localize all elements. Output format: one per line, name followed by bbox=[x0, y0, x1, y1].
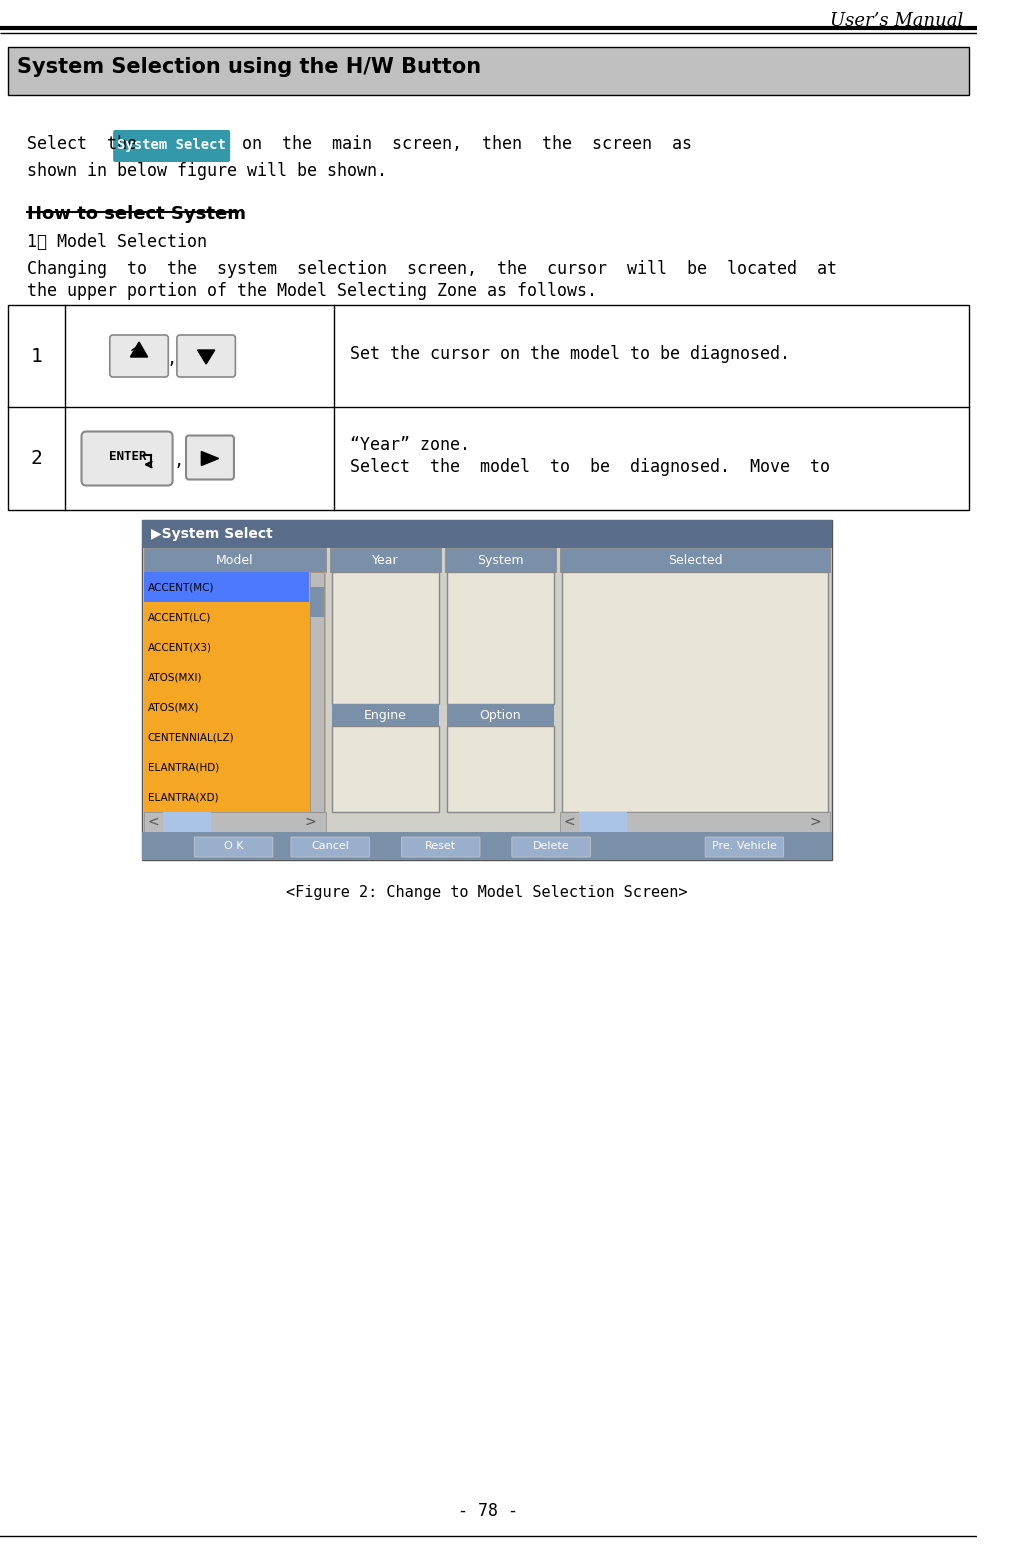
Text: Reset: Reset bbox=[425, 841, 457, 850]
FancyBboxPatch shape bbox=[705, 836, 784, 856]
Text: Select  the: Select the bbox=[26, 135, 137, 153]
Text: <Figure 2: Change to Model Selection Screen>: <Figure 2: Change to Model Selection Scr… bbox=[286, 884, 688, 900]
Bar bbox=[144, 572, 326, 812]
Text: Year: Year bbox=[372, 553, 398, 566]
Text: ▶System Select: ▶System Select bbox=[152, 527, 273, 541]
FancyBboxPatch shape bbox=[401, 836, 480, 856]
Bar bbox=[8, 305, 969, 510]
Text: O K: O K bbox=[224, 841, 244, 850]
Text: System Selection using the H/W Button: System Selection using the H/W Button bbox=[17, 57, 481, 77]
Text: <: < bbox=[148, 815, 159, 829]
Bar bbox=[142, 519, 833, 547]
Text: >: > bbox=[809, 815, 821, 829]
Text: Pre. Vehicle: Pre. Vehicle bbox=[712, 841, 776, 850]
Text: Cancel: Cancel bbox=[311, 841, 350, 850]
Bar bbox=[332, 572, 439, 703]
Polygon shape bbox=[198, 349, 215, 363]
Bar bbox=[144, 812, 326, 832]
Text: User’s Manual: User’s Manual bbox=[830, 12, 964, 29]
Bar bbox=[446, 703, 554, 727]
Bar bbox=[446, 727, 554, 812]
Text: Select  the  model  to  be  diagnosed.  Move  to: Select the model to be diagnosed. Move t… bbox=[350, 458, 829, 476]
Text: ACCENT(X3): ACCENT(X3) bbox=[148, 642, 212, 652]
Text: 1） Model Selection: 1） Model Selection bbox=[26, 233, 207, 250]
Text: <: < bbox=[564, 815, 576, 829]
Bar bbox=[142, 519, 833, 860]
FancyBboxPatch shape bbox=[195, 836, 273, 856]
Text: ENTER: ENTER bbox=[109, 450, 147, 462]
Bar bbox=[446, 572, 554, 703]
Bar bbox=[144, 572, 309, 601]
Text: System: System bbox=[477, 553, 524, 566]
Bar bbox=[445, 547, 556, 572]
Polygon shape bbox=[202, 451, 219, 465]
Text: System Select: System Select bbox=[117, 138, 226, 152]
FancyBboxPatch shape bbox=[177, 335, 235, 377]
Bar bbox=[163, 812, 211, 832]
Text: ,: , bbox=[175, 451, 181, 470]
FancyBboxPatch shape bbox=[512, 836, 590, 856]
Polygon shape bbox=[130, 342, 148, 357]
Text: the upper portion of the Model Selecting Zone as follows.: the upper portion of the Model Selecting… bbox=[26, 281, 597, 300]
FancyBboxPatch shape bbox=[8, 46, 969, 94]
Text: ACCENT(LC): ACCENT(LC) bbox=[148, 612, 211, 621]
Text: ATOS(MX): ATOS(MX) bbox=[148, 702, 199, 713]
Bar bbox=[560, 812, 830, 832]
Text: Option: Option bbox=[480, 708, 522, 722]
Text: CENTENNIAL(LZ): CENTENNIAL(LZ) bbox=[148, 731, 234, 742]
Bar bbox=[310, 587, 324, 617]
Text: Set the cursor on the model to be diagnosed.: Set the cursor on the model to be diagno… bbox=[350, 345, 790, 363]
Bar bbox=[579, 812, 627, 832]
Text: ELANTRA(XD): ELANTRA(XD) bbox=[148, 792, 218, 802]
FancyBboxPatch shape bbox=[110, 335, 168, 377]
Text: How to select System: How to select System bbox=[26, 206, 246, 223]
Bar bbox=[144, 547, 326, 572]
Text: on  the  main  screen,  then  the  screen  as: on the main screen, then the screen as bbox=[242, 135, 692, 153]
Text: - 78 -: - 78 - bbox=[458, 1503, 518, 1520]
Text: “Year” zone.: “Year” zone. bbox=[350, 436, 470, 453]
Text: ELANTRA(HD): ELANTRA(HD) bbox=[148, 762, 219, 771]
Text: >: > bbox=[305, 815, 317, 829]
FancyBboxPatch shape bbox=[113, 130, 230, 162]
Text: Model: Model bbox=[216, 553, 254, 566]
Text: Delete: Delete bbox=[533, 841, 570, 850]
Text: 1: 1 bbox=[31, 346, 43, 365]
Text: ,: , bbox=[169, 348, 175, 368]
Text: Changing  to  the  system  selection  screen,  the  cursor  will  be  located  a: Changing to the system selection screen,… bbox=[26, 260, 837, 278]
FancyBboxPatch shape bbox=[186, 436, 234, 479]
Bar bbox=[560, 547, 830, 572]
Bar bbox=[332, 727, 439, 812]
Bar bbox=[332, 703, 439, 727]
Text: Selected: Selected bbox=[667, 553, 722, 566]
Bar bbox=[561, 572, 828, 812]
FancyBboxPatch shape bbox=[290, 836, 370, 856]
Bar bbox=[310, 572, 324, 812]
Text: Engine: Engine bbox=[364, 708, 407, 722]
Bar bbox=[330, 547, 441, 572]
Text: ATOS(MXI): ATOS(MXI) bbox=[148, 673, 202, 682]
Text: 2: 2 bbox=[31, 448, 43, 468]
Text: ACCENT(MC): ACCENT(MC) bbox=[148, 581, 214, 592]
Text: shown in below figure will be shown.: shown in below figure will be shown. bbox=[26, 162, 387, 179]
FancyBboxPatch shape bbox=[82, 431, 172, 485]
Bar bbox=[142, 832, 833, 860]
